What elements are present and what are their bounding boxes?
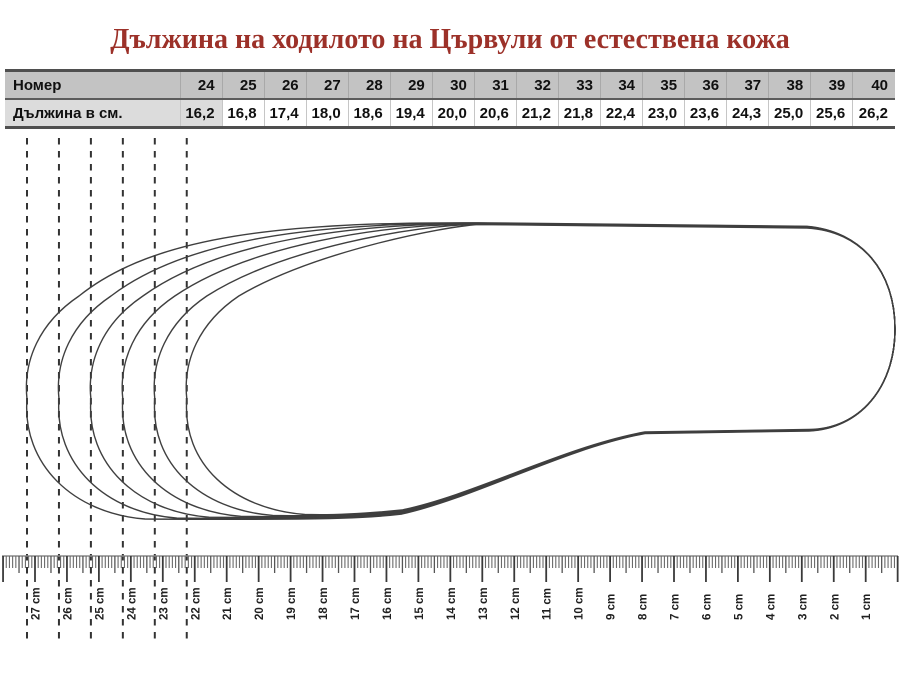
- ruler-label-24cm: 24 cm: [126, 587, 138, 620]
- ruler-label-22cm: 22 cm: [190, 587, 202, 620]
- size-cell: 24: [179, 70, 223, 99]
- ruler-label-13cm: 13 cm: [478, 587, 490, 620]
- size-cell: 36: [684, 70, 727, 99]
- ruler-label-25cm: 25 cm: [94, 587, 106, 620]
- size-cell: 32: [515, 70, 559, 99]
- ruler-label-17cm: 17 cm: [350, 587, 362, 620]
- length-cell: 26,2: [852, 99, 895, 128]
- size-cell: 27: [305, 70, 349, 99]
- length-cell: 23,6: [684, 99, 727, 128]
- ruler-label-23cm: 23 cm: [158, 587, 170, 620]
- length-cell: 21,2: [515, 99, 559, 128]
- size-cell: 29: [389, 70, 433, 99]
- sole-outlines: [25, 222, 896, 520]
- ruler-label-5cm: 5 cm: [733, 594, 745, 620]
- ruler-ticks: [2, 556, 899, 582]
- size-table: Номер 24 25 26 27 28 29 30 31 32 33 34 35 36 37 38 39 40 …: [5, 69, 895, 129]
- size-cell: 37: [726, 70, 769, 99]
- size-cell: 25: [221, 70, 265, 99]
- ruler: 27 cm 26 cm 25 cm 24 cm 23 cm 22 cm 21 cm 20 cm…: [2, 555, 899, 620]
- ruler-label-15cm: 15 cm: [414, 587, 426, 620]
- length-cell: 21,8: [557, 99, 601, 128]
- length-cell: 24,3: [726, 99, 769, 128]
- ruler-label-8cm: 8 cm: [638, 594, 650, 620]
- ruler-label-9cm: 9 cm: [606, 594, 618, 620]
- length-cell: 16,2: [179, 99, 223, 128]
- size-cell: 40: [852, 70, 895, 99]
- ruler-label-3cm: 3 cm: [797, 594, 809, 620]
- size-cell: 38: [768, 70, 811, 99]
- number-row-label: Номер: [5, 70, 180, 99]
- ruler-label-14cm: 14 cm: [446, 587, 458, 620]
- ruler-labels: 27 cm 26 cm 25 cm 24 cm 23 cm 22 cm 21 cm 20 cm…: [31, 587, 874, 620]
- length-cell: 25,0: [768, 99, 811, 128]
- ruler-label-2cm: 2 cm: [829, 594, 841, 620]
- ruler-label-11cm: 11 cm: [542, 588, 554, 620]
- length-cell: 19,4: [389, 99, 433, 128]
- ruler-label-6cm: 6 cm: [701, 594, 713, 620]
- length-cell: 23,0: [642, 99, 685, 128]
- size-dash-lines: [26, 138, 188, 642]
- sole-outline-24cm: [121, 223, 896, 518]
- length-cell: 25,6: [810, 99, 853, 128]
- length-cell: 20,0: [431, 99, 475, 128]
- page-title: Дължина на ходилото на Цървули от естест…: [110, 24, 790, 55]
- size-cell: 31: [473, 70, 517, 99]
- size-cell: 26: [263, 70, 307, 99]
- ruler-label-4cm: 4 cm: [765, 594, 777, 620]
- foot-length-row: Дължина в см. 16,2 16,8 17,4 18,0 18,6 19,4 20,…: [5, 99, 895, 128]
- ruler-label-27cm: 27 cm: [31, 587, 43, 620]
- length-cell: 17,4: [263, 99, 307, 128]
- length-row-label: Дължина в см.: [5, 99, 180, 128]
- ruler-label-26cm: 26 cm: [62, 587, 74, 620]
- size-cell: 30: [431, 70, 475, 99]
- length-cell: 16,8: [221, 99, 265, 128]
- ruler-label-18cm: 18 cm: [318, 587, 330, 620]
- sole-outline-27cm: [25, 222, 896, 520]
- sole-outline-23cm: [153, 223, 896, 517]
- size-cell: 35: [642, 70, 685, 99]
- sole-outline-22cm: [185, 223, 896, 516]
- size-cell: 39: [810, 70, 853, 99]
- size-cell: 34: [599, 70, 643, 99]
- ruler-label-21cm: 21 cm: [222, 587, 234, 620]
- ruler-label-16cm: 16 cm: [382, 587, 394, 620]
- size-cell: 33: [557, 70, 601, 99]
- sole-outline-25cm: [89, 222, 896, 519]
- sole-outline-26cm: [57, 222, 896, 520]
- length-cell: 18,0: [305, 99, 349, 128]
- length-cell: 18,6: [347, 99, 391, 128]
- ruler-label-19cm: 19 cm: [286, 587, 298, 620]
- ruler-label-7cm: 7 cm: [670, 594, 682, 620]
- ruler-label-20cm: 20 cm: [254, 587, 266, 620]
- ruler-label-1cm: 1 cm: [861, 594, 873, 620]
- size-cell: 28: [347, 70, 391, 99]
- length-cell: 22,4: [599, 99, 643, 128]
- size-number-row: Номер 24 25 26 27 28 29 30 31 32 33 34 35 36 37 38 39 40: [5, 70, 895, 99]
- ruler-label-10cm: 10 cm: [574, 587, 586, 620]
- length-cell: 20,6: [473, 99, 517, 128]
- ruler-label-12cm: 12 cm: [510, 587, 522, 620]
